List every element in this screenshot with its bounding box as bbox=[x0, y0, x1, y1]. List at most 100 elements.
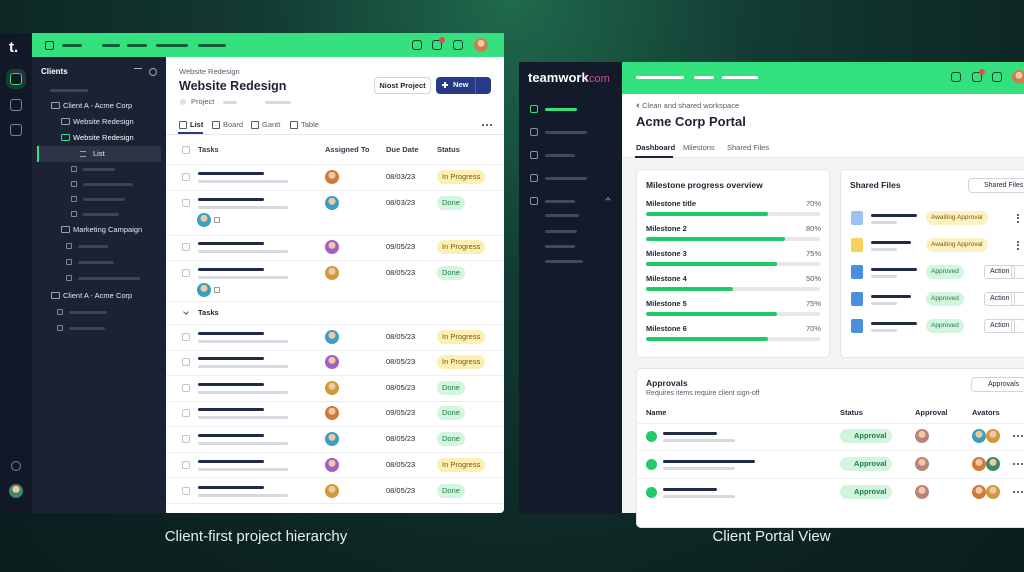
dropdown[interactable] bbox=[1011, 292, 1024, 306]
tab[interactable]: List bbox=[190, 120, 204, 129]
action-button[interactable]: Action bbox=[984, 265, 1016, 279]
tab-icon bbox=[212, 121, 220, 129]
placeholder bbox=[545, 199, 575, 203]
button[interactable]: Approvals bbox=[971, 377, 1024, 392]
placeholder bbox=[198, 331, 264, 335]
more bbox=[1013, 435, 1023, 437]
placeholder bbox=[156, 43, 188, 47]
button-new[interactable] bbox=[436, 77, 491, 94]
tab-icon bbox=[251, 121, 259, 129]
row-divider bbox=[166, 164, 504, 165]
progress-fill bbox=[646, 287, 733, 291]
row-divider bbox=[166, 260, 504, 261]
tree-icon bbox=[71, 196, 77, 202]
row-divider bbox=[166, 324, 504, 325]
avatar bbox=[474, 38, 488, 52]
tree-item: Client A - Acme Corp bbox=[63, 291, 133, 300]
avatar bbox=[325, 432, 339, 446]
column-header: Status bbox=[437, 145, 460, 154]
action-button[interactable]: Action bbox=[984, 319, 1016, 333]
button[interactable]: Niost Project bbox=[374, 77, 431, 94]
file-status: Approved bbox=[926, 292, 964, 306]
placeholder bbox=[83, 167, 115, 171]
placeholder bbox=[871, 220, 897, 224]
column-header: Assigned To bbox=[325, 145, 370, 154]
more bbox=[1013, 463, 1023, 465]
approval-status: Approval bbox=[840, 457, 892, 471]
tree-folder bbox=[61, 226, 70, 233]
group-title: Tasks bbox=[198, 308, 219, 317]
tab[interactable]: Milestons bbox=[683, 143, 715, 152]
nav-icon bbox=[530, 151, 538, 159]
rail-icon bbox=[6, 69, 26, 89]
milestone-name: Milestone 5 bbox=[646, 299, 687, 308]
sub-icon bbox=[214, 217, 220, 223]
avatar bbox=[325, 330, 339, 344]
placeholder bbox=[198, 356, 264, 360]
placeholder bbox=[694, 75, 714, 79]
button-label[interactable]: New bbox=[453, 80, 469, 89]
check-icon bbox=[646, 459, 657, 470]
tab[interactable]: Shared Files bbox=[727, 143, 770, 152]
placeholder bbox=[545, 213, 579, 217]
tree-active bbox=[37, 146, 161, 162]
placeholder bbox=[871, 294, 911, 298]
card-title: Approvals bbox=[646, 378, 688, 388]
placeholder bbox=[871, 247, 897, 251]
placeholder bbox=[127, 43, 147, 47]
action-button[interactable]: Action bbox=[984, 292, 1016, 306]
tag: Project bbox=[191, 97, 215, 106]
checkbox bbox=[182, 269, 190, 277]
due-date: 08/05/23 bbox=[386, 460, 416, 469]
home-icon bbox=[45, 41, 54, 50]
placeholder bbox=[545, 176, 587, 180]
placeholder bbox=[78, 260, 114, 264]
file-icon bbox=[851, 319, 863, 333]
placeholder bbox=[198, 390, 288, 394]
status: Done bbox=[437, 266, 465, 280]
status: In Progress bbox=[437, 240, 486, 254]
row-divider bbox=[636, 423, 1024, 424]
tab[interactable]: Dashboard bbox=[636, 143, 676, 152]
placeholder bbox=[871, 267, 917, 271]
file-icon bbox=[851, 238, 863, 252]
avatar bbox=[986, 429, 1000, 443]
placeholder bbox=[663, 459, 755, 463]
icon-rail bbox=[0, 33, 32, 513]
check-icon bbox=[646, 431, 657, 442]
tree-item: Client A - Acme Corp bbox=[63, 101, 133, 110]
avatar bbox=[325, 406, 339, 420]
breadcrumb: Website Redesign bbox=[179, 67, 240, 76]
right-sidebar bbox=[519, 62, 622, 513]
right-top-bar bbox=[622, 62, 1024, 94]
status: Done bbox=[437, 406, 465, 420]
tab[interactable]: Gantt bbox=[262, 120, 281, 129]
dropdown[interactable] bbox=[1011, 265, 1024, 279]
placeholder bbox=[62, 43, 82, 47]
file-icon bbox=[851, 211, 863, 225]
tab[interactable]: Board bbox=[223, 120, 244, 129]
placeholder bbox=[663, 431, 717, 435]
tab-underline bbox=[178, 132, 203, 134]
placeholder bbox=[545, 153, 575, 157]
placeholder bbox=[198, 267, 264, 271]
placeholder bbox=[83, 182, 133, 186]
file-status: Awaiting Approval bbox=[926, 211, 988, 225]
due-date: 08/05/23 bbox=[386, 434, 416, 443]
page-title: Website Redesign bbox=[179, 79, 287, 93]
avatar bbox=[9, 484, 23, 498]
dropdown[interactable] bbox=[1011, 319, 1024, 333]
placeholder bbox=[198, 197, 264, 201]
row-divider bbox=[166, 426, 504, 427]
tab[interactable]: Table bbox=[301, 120, 319, 129]
avatar bbox=[915, 457, 929, 471]
button[interactable]: Shared Files bbox=[968, 178, 1024, 193]
tab-icon bbox=[179, 121, 187, 129]
header-area bbox=[622, 94, 1024, 158]
placeholder bbox=[871, 328, 897, 332]
placeholder bbox=[722, 75, 758, 79]
caption: Client Portal View bbox=[712, 528, 831, 545]
placeholder bbox=[545, 130, 587, 134]
tree-folder bbox=[61, 118, 70, 125]
avatar bbox=[325, 381, 339, 395]
